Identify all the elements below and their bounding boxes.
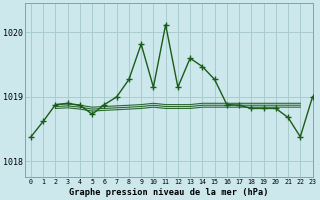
X-axis label: Graphe pression niveau de la mer (hPa): Graphe pression niveau de la mer (hPa) (69, 188, 268, 197)
